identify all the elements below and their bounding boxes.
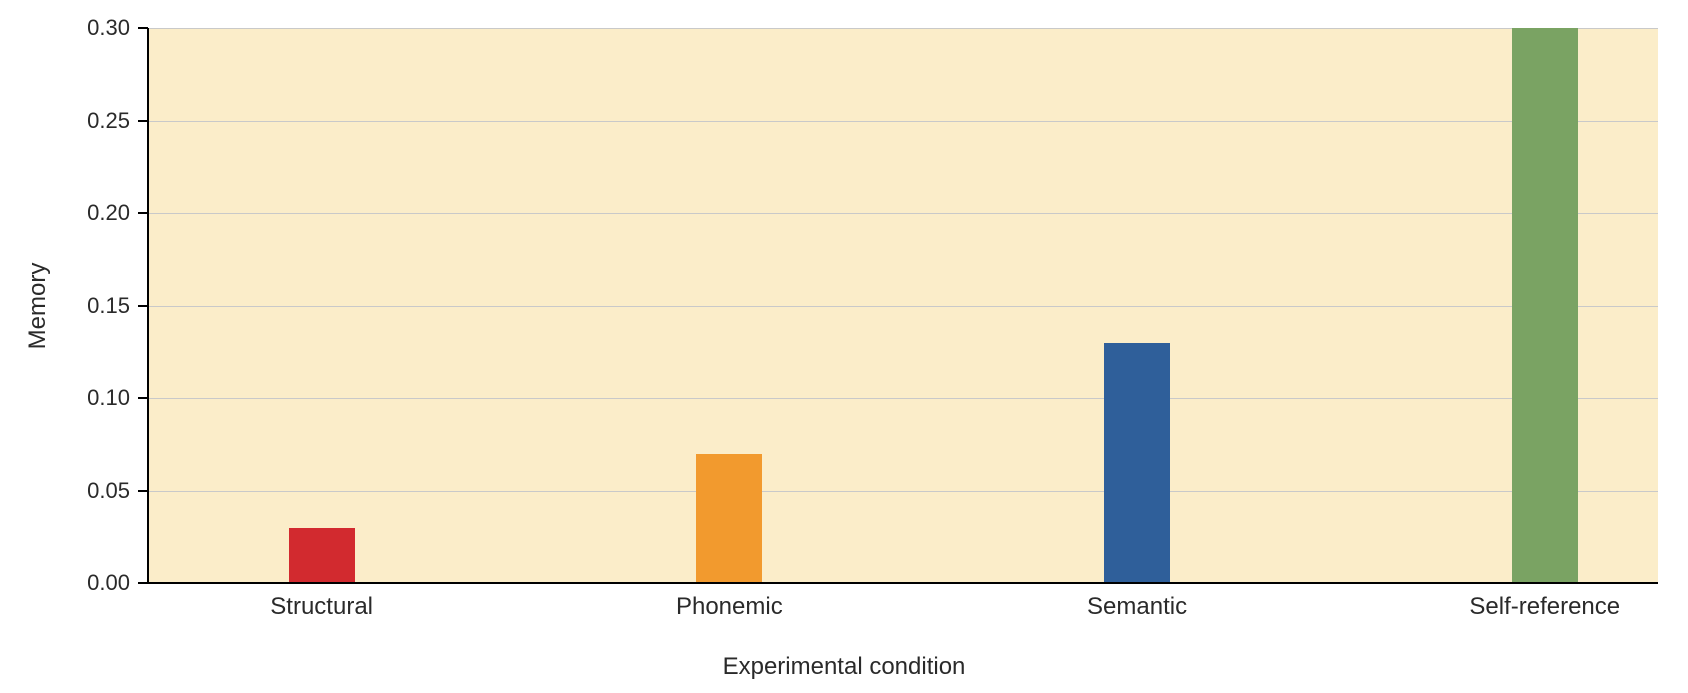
y-tick-label: 0.20: [87, 200, 148, 226]
x-axis-line: [148, 582, 1658, 584]
gridline: [148, 306, 1658, 307]
gridline: [148, 491, 1658, 492]
x-tick-label: Semantic: [1087, 583, 1187, 621]
gridline: [148, 121, 1658, 122]
y-axis-title: Memory: [24, 262, 52, 349]
gridline: [148, 28, 1658, 29]
y-tick-label: 0.10: [87, 385, 148, 411]
y-tick-label: 0.05: [87, 478, 148, 504]
x-tick-label: Structural: [270, 583, 373, 621]
y-tick-label: 0.30: [87, 15, 148, 41]
gridline: [148, 398, 1658, 399]
x-tick-label: Phonemic: [676, 583, 783, 621]
bar-structural: [289, 528, 355, 584]
y-tick-label: 0.25: [87, 108, 148, 134]
bar-self-reference: [1512, 28, 1578, 583]
gridline: [148, 213, 1658, 214]
x-axis-title: Experimental condition: [723, 653, 966, 681]
memory-bar-chart: 0.00 0.05 0.10 0.15 0.20 0.25 0.30 Structural P…: [0, 0, 1688, 693]
x-tick-label: Self-reference: [1469, 583, 1620, 621]
bar-phonemic: [696, 454, 762, 584]
y-tick-label: 0.15: [87, 293, 148, 319]
plot-area: 0.000.050.100.150.200.250.30 StructuralP…: [148, 28, 1658, 583]
bar-semantic: [1104, 343, 1170, 584]
y-tick-label: 0.00: [87, 570, 148, 596]
